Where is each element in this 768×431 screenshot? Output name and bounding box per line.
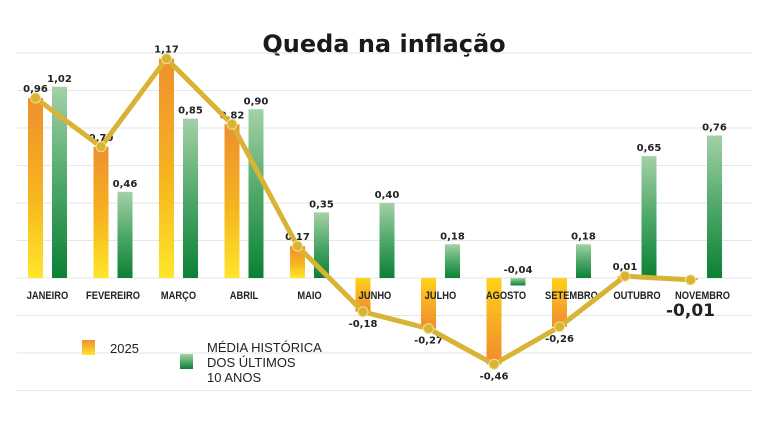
bar-media [379,203,395,278]
data-label-media: 0,18 [571,231,596,242]
data-label-media: 0,46 [113,179,138,190]
line-point-2025 [30,92,41,104]
data-label-2025: 0,82 [220,110,245,121]
category-label: SETEMBRO [545,290,598,302]
data-label-2025: 0,01 [613,262,638,273]
bar-media [117,191,133,278]
data-label-media: 0,76 [702,123,727,134]
legend-swatch-media [180,354,193,369]
bar-media [248,109,264,278]
data-label-media: 0,18 [440,231,465,242]
data-label-2025: -0,26 [545,334,574,345]
data-label-media: -0,04 [504,265,533,276]
category-label: JANEIRO [27,290,69,302]
legend-swatch-2025 [82,340,95,355]
bar-2025 [93,146,109,278]
line-point-2025 [357,306,369,318]
bar-2025 [224,124,240,278]
bar-2025 [28,98,43,278]
legend-line: MÉDIA HISTÓRICA [207,340,322,355]
data-label-media: 0,85 [178,106,203,117]
line-point-2025 [292,240,303,252]
data-label-media: 0,90 [244,96,269,107]
data-label-media: 1,02 [47,74,72,85]
line-point-2025 [619,270,631,282]
category-label: JUNHO [359,290,392,302]
bar-2025 [486,278,502,365]
data-label-2025: 0,17 [285,232,310,243]
line-point-2025 [95,141,107,153]
data-label-2025: 0,96 [23,84,48,95]
category-label: ABRIL [230,290,259,302]
data-label-media: 0,40 [375,190,400,201]
line-point-2025 [554,321,565,333]
bar-media [183,118,198,278]
category-label: AGOSTO [486,290,526,302]
bar-2025 [159,58,174,278]
data-label-2025: -0,46 [480,371,509,382]
bar-2025 [552,278,567,327]
data-label-2025: -0,27 [414,336,443,347]
data-label-2025: -0,18 [349,319,378,330]
category-label: NOVEMBRO [675,290,730,302]
bar-media [445,244,460,278]
legend-line: 10 ANOS [207,370,262,385]
category-label: OUTUBRO [613,290,660,302]
category-label: JULHO [425,290,457,302]
line-point-2025 [685,274,696,286]
line-point-2025 [423,323,434,335]
data-label-media: 0,65 [637,143,662,154]
line-point-2025 [488,358,500,370]
category-label: MARÇO [161,290,196,302]
data-label-media: 0,35 [309,199,334,210]
data-label-2025: 1,17 [154,45,179,56]
bar-media [707,135,722,278]
bar-2025 [421,278,436,329]
bar-media [52,86,67,278]
data-label-2025: 0,70 [89,133,114,144]
legend-label-media: MÉDIA HISTÓRICA DOS ÚLTIMOS 10 ANOS [207,340,322,385]
legend-label-2025: 2025 [110,341,139,356]
bar-media [510,278,526,286]
bar-media [641,156,657,278]
category-label: FEVEREIRO [86,290,140,302]
bar-media [314,212,329,278]
line-point-2025 [161,53,172,65]
bar-2025 [290,246,305,278]
category-label: MAIO [297,290,321,302]
legend-line: DOS ÚLTIMOS [207,355,296,370]
line-point-2025 [226,118,238,130]
bar-media [576,244,591,278]
bar-2025 [355,278,371,312]
data-label-2025: -0,01 [666,301,715,321]
